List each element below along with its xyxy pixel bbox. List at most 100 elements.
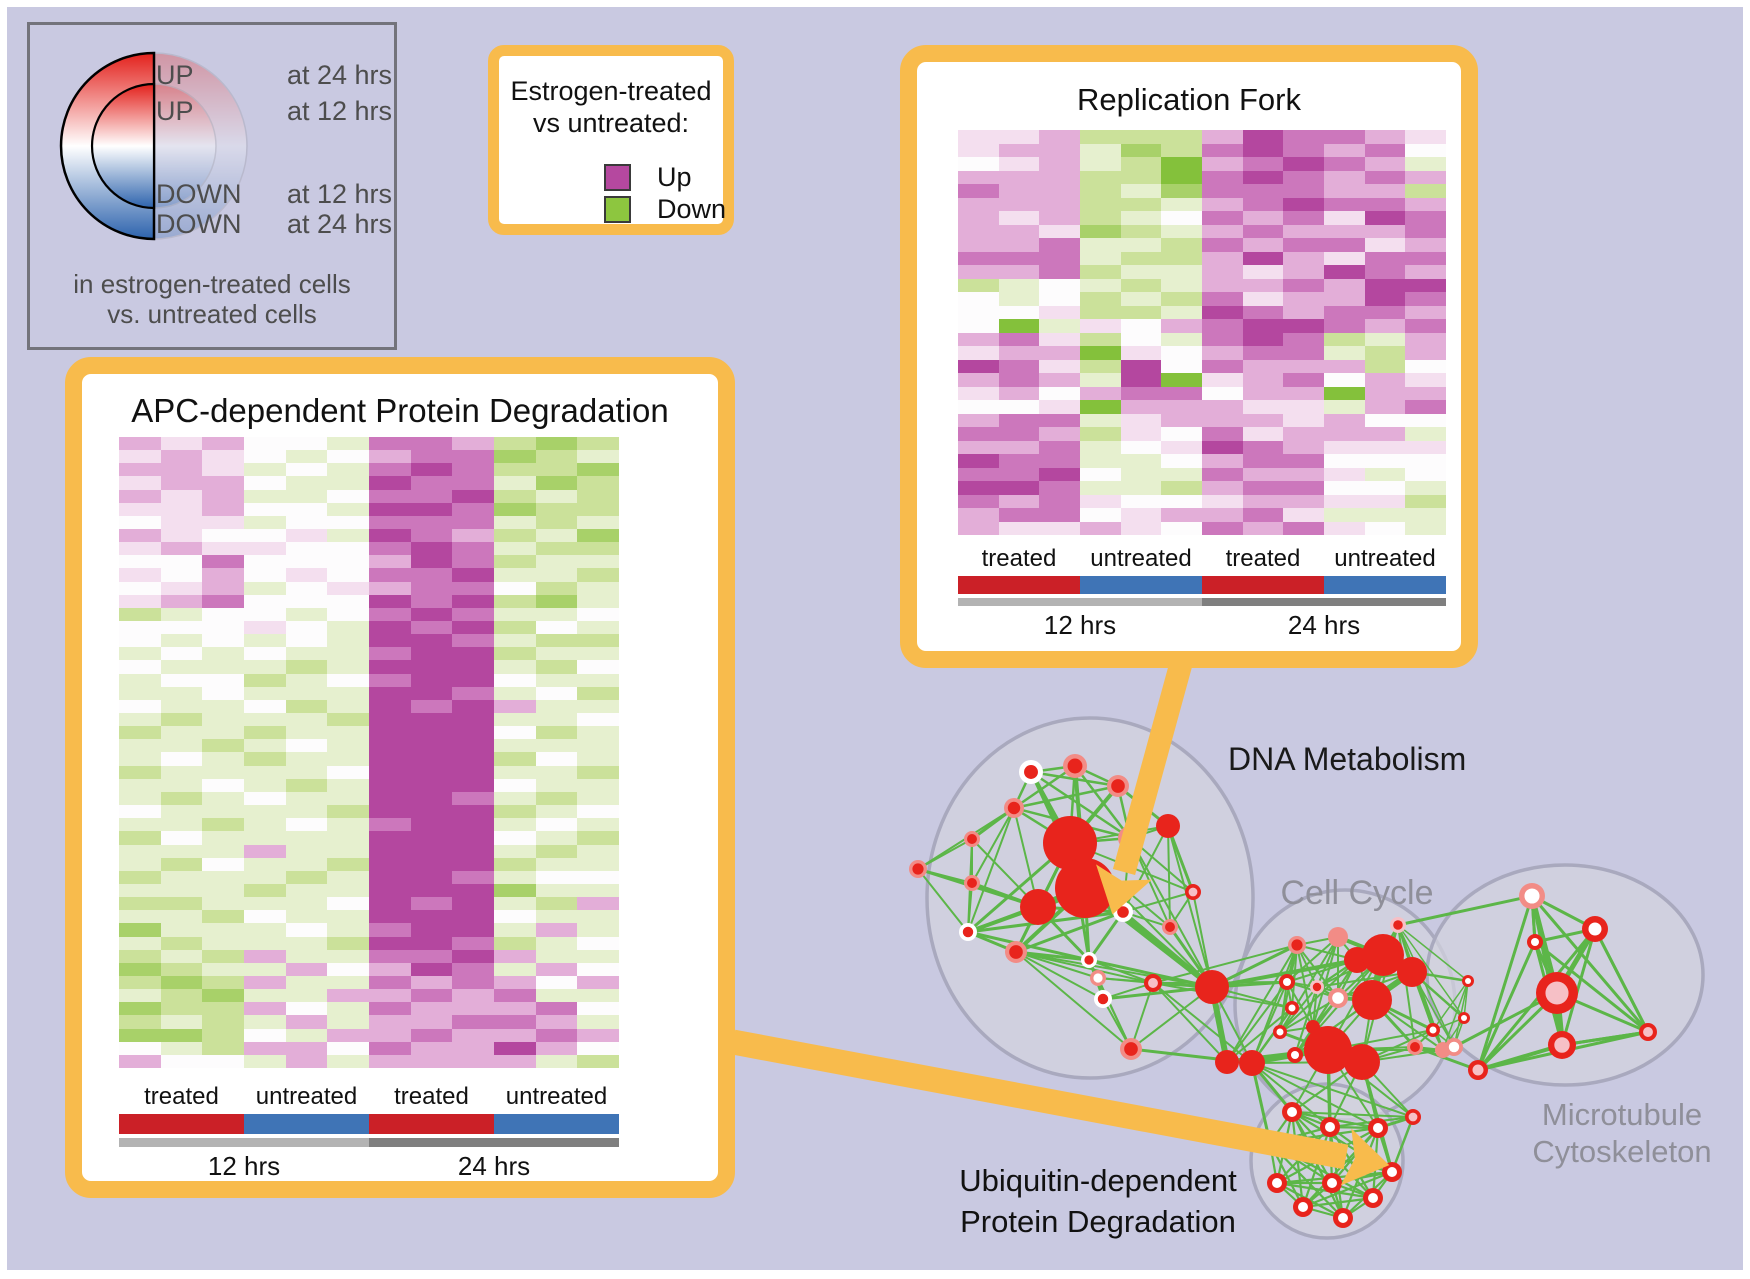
apc-footer: treated untreated treated untreated 12 h… [119, 1083, 619, 1182]
key-row: UP at 12 hrs [156, 96, 392, 127]
heatmap-cell [1364, 143, 1406, 157]
heatmap-cell [1405, 143, 1446, 157]
network-edge [1593, 927, 1650, 1034]
heatmap-cell [1120, 211, 1162, 225]
heatmap-cell [119, 594, 161, 608]
heatmap-cell [958, 373, 999, 387]
heatmap-cell [285, 555, 328, 569]
heatmap-cell [244, 713, 286, 727]
heatmap-cell [160, 647, 203, 661]
heatmap-cell [1405, 251, 1446, 265]
heatmap-cell [285, 778, 328, 792]
heatmap-cell [369, 923, 411, 937]
heatmap-cell [1283, 319, 1324, 333]
panel-title: Replication Fork [1077, 82, 1301, 117]
heatmap-cell [998, 346, 1040, 360]
heatmap-cell [452, 1028, 494, 1042]
heatmap-cell [494, 673, 536, 687]
gene-set-node [1283, 978, 1291, 986]
gene-set-node [1429, 1026, 1437, 1034]
heatmap-cell [1039, 319, 1080, 333]
heatmap-cell [494, 844, 536, 858]
treated-bar [369, 1114, 494, 1134]
heatmap-cell [1324, 305, 1365, 319]
heatmap-cell [202, 949, 244, 963]
heatmap-cell [577, 765, 619, 779]
heatmap-cell [1324, 481, 1365, 495]
heatmap-cell [1161, 373, 1202, 387]
network-edge [1015, 951, 1132, 1050]
heatmap-cell [1405, 481, 1446, 495]
heatmap-cell [958, 467, 999, 481]
heatmap-cell [1080, 454, 1121, 468]
heatmap-cell [535, 515, 578, 530]
heatmap-cell [1283, 386, 1324, 400]
heatmap-cell [1202, 386, 1243, 400]
heatmap-cell [452, 463, 494, 477]
heatmap-cell [327, 726, 369, 740]
heatmap-cell [119, 621, 161, 635]
heatmap-cell [285, 897, 328, 911]
gene-set-node [1338, 1213, 1348, 1223]
heatmap-cell [410, 529, 453, 543]
heatmap-cell [327, 831, 369, 845]
heatmap-cell [1039, 251, 1080, 265]
heatmap-cell [1324, 521, 1365, 535]
condition-label: untreated [1090, 545, 1192, 572]
heatmap-cell [160, 831, 203, 845]
heatmap-cell [998, 440, 1040, 454]
heatmap-cell [119, 778, 161, 792]
gene-set-node [1362, 934, 1404, 976]
heatmap-cell [160, 910, 203, 924]
heatmap-cell [160, 489, 203, 503]
heatmap-cell [1080, 386, 1121, 400]
heatmap-cell [327, 805, 369, 819]
heatmap-cell [285, 1015, 328, 1029]
heatmap-cell [1405, 373, 1446, 387]
heatmap-cell [494, 463, 536, 477]
heatmap-cell [1283, 157, 1324, 171]
heatmap-cell [958, 440, 999, 454]
heatmap-cell [452, 568, 494, 582]
heatmap-cell [577, 581, 619, 595]
heatmap-cell [535, 962, 578, 976]
gene-set-node [1291, 1051, 1299, 1059]
heatmap-cell [410, 437, 453, 451]
heatmap-cell [958, 197, 999, 211]
heatmap-cell [535, 634, 578, 648]
heatmap-cell [119, 502, 161, 516]
heatmap-cell [244, 818, 286, 832]
heatmap-cell [1039, 413, 1080, 427]
heatmap-cell [202, 555, 244, 569]
heatmap-cell [1039, 211, 1080, 225]
heatmap-cell [202, 594, 244, 608]
network-edge [1101, 985, 1214, 1001]
gene-set-node [1043, 816, 1097, 870]
heatmap-cell [1283, 467, 1324, 481]
heatmap-cell [160, 949, 203, 963]
heatmap-cell [577, 699, 619, 714]
time-labels: 12 hrs 24 hrs [119, 1151, 619, 1182]
network-edge [1476, 894, 1534, 1072]
heatmap-cell [410, 805, 453, 819]
heatmap-cell [1242, 130, 1284, 144]
heatmap-cell [202, 699, 244, 714]
condition-labels: treated untreated treated untreated [119, 1083, 619, 1111]
heatmap-cell [160, 897, 203, 911]
heatmap-cell [577, 1041, 619, 1055]
heatmap-cell [452, 936, 494, 950]
heatmap-cell [577, 1028, 619, 1042]
heatmap-cell [1242, 157, 1284, 171]
heatmap-cell [202, 581, 244, 595]
heatmap-cell [202, 726, 244, 740]
heatmap-cell [1242, 521, 1284, 535]
heatmap-cell [1080, 427, 1121, 441]
heatmap-cell [1202, 265, 1243, 279]
heatmap-cell [327, 870, 369, 884]
heatmap-cell [410, 975, 453, 990]
heatmap-cell [202, 857, 244, 871]
heatmap-cell [285, 686, 328, 700]
heatmap-cell [1080, 319, 1121, 333]
heatmap-cell [452, 765, 494, 779]
